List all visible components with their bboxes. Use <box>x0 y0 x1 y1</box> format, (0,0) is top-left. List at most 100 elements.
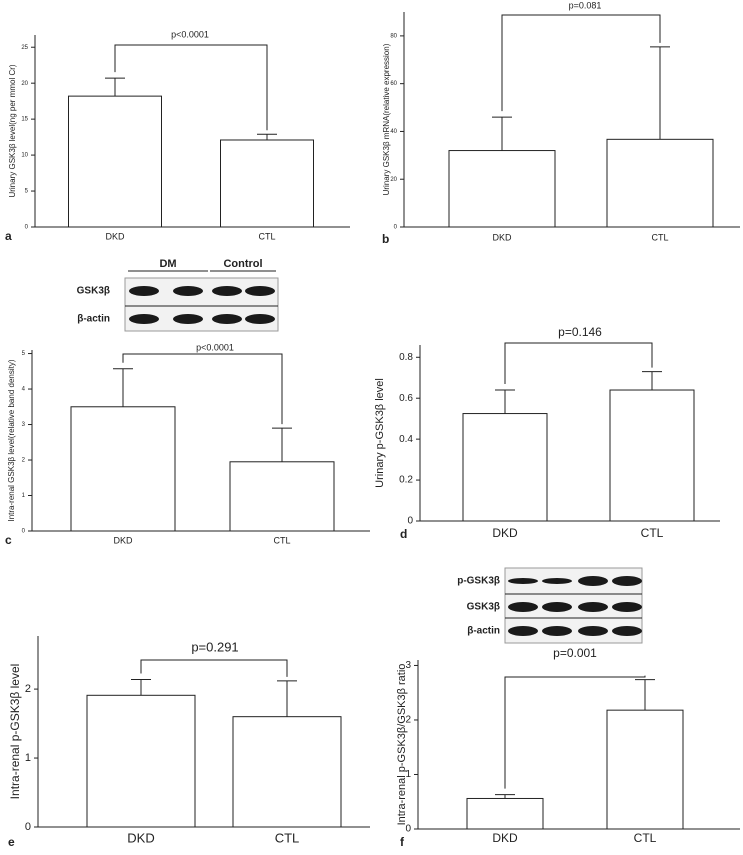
bar <box>606 138 714 228</box>
x-tick-label: CTL <box>651 232 668 242</box>
y-tick-label: 3 <box>22 422 26 428</box>
blot-band <box>212 286 242 296</box>
blot-band <box>542 602 572 612</box>
y-axis-label: Intra-renal p-GSK3β level <box>8 664 22 800</box>
y-tick-label: 3 <box>405 660 411 671</box>
x-tick-label: DKD <box>105 231 125 241</box>
significance-bracket <box>504 675 646 789</box>
blot-band <box>612 626 642 636</box>
y-axis-label: Intra-renal GSK3β level(relative band de… <box>7 359 16 521</box>
bar <box>70 406 176 532</box>
y-tick-label: 5 <box>22 351 26 357</box>
y-tick-label: 0 <box>25 225 29 231</box>
p-value: p=0.001 <box>553 646 597 660</box>
bar <box>220 139 314 228</box>
y-axis-label: Urinary GSK3β mRNA(relative expression) <box>382 43 391 195</box>
blot-band <box>578 626 608 636</box>
y-tick-label: 1 <box>25 752 31 764</box>
significance-bracket <box>114 44 268 131</box>
blot-row-label: β-actin <box>467 626 500 637</box>
y-tick-label: 1 <box>405 769 411 780</box>
blot-band <box>129 286 159 296</box>
panel-letter: a <box>5 229 12 243</box>
blot-band <box>508 602 538 612</box>
p-value: p<0.0001 <box>196 342 234 352</box>
y-tick-label: 0 <box>394 225 398 231</box>
y-axis-label: Urinary p-GSK3β level <box>374 378 386 488</box>
bar <box>462 413 548 522</box>
p-value: p=0.081 <box>569 0 602 10</box>
panel-letter: c <box>5 533 12 547</box>
x-tick-label: DKD <box>492 831 518 845</box>
y-tick-label: 60 <box>390 81 397 87</box>
bar <box>229 461 335 532</box>
y-tick-label: 4 <box>22 387 26 393</box>
blot-band <box>129 314 159 324</box>
p-value: p=0.146 <box>558 325 602 339</box>
blot-band <box>173 286 203 296</box>
bar <box>232 716 342 828</box>
bar <box>86 694 196 828</box>
blot-band <box>612 602 642 612</box>
x-tick-label: CTL <box>275 830 300 845</box>
blot-band <box>245 314 275 324</box>
y-tick-label: 0.6 <box>399 393 413 404</box>
blot-group-label: Control <box>223 258 262 270</box>
y-tick-label: 0.2 <box>399 475 413 486</box>
blot-band <box>508 578 538 584</box>
x-tick-label: DKD <box>492 232 512 242</box>
blot-band <box>578 576 608 586</box>
blot-band <box>173 314 203 324</box>
blot-band <box>578 602 608 612</box>
blot-row-label: p-GSK3β <box>457 576 500 587</box>
significance-bracket <box>140 659 288 677</box>
blot-band <box>508 626 538 636</box>
blot-row-label: GSK3β <box>467 602 500 613</box>
y-tick-label: 25 <box>21 45 28 51</box>
bar <box>448 150 556 228</box>
p-value: p=0.291 <box>191 639 238 654</box>
y-tick-label: 0 <box>25 821 31 833</box>
y-tick-label: 2 <box>25 683 31 695</box>
y-tick-label: 2 <box>405 715 411 726</box>
y-tick-label: 0 <box>405 824 411 835</box>
y-tick-label: 1 <box>22 493 26 499</box>
x-tick-label: CTL <box>634 831 657 845</box>
y-tick-label: 0.8 <box>399 352 413 363</box>
significance-bracket <box>501 14 661 112</box>
y-tick-label: 0.4 <box>399 434 413 445</box>
y-tick-label: 80 <box>390 33 397 39</box>
blot-band <box>245 286 275 296</box>
x-tick-label: DKD <box>113 535 133 545</box>
x-tick-label: CTL <box>258 231 275 241</box>
y-tick-label: 0 <box>22 529 26 535</box>
y-tick-label: 20 <box>390 177 397 183</box>
blot-band <box>612 576 642 586</box>
bar <box>466 797 544 830</box>
bar <box>609 389 695 522</box>
blot-row-label: β-actin <box>77 314 110 325</box>
blot-band <box>542 578 572 584</box>
panel-letter: e <box>8 835 15 849</box>
x-tick-label: DKD <box>127 830 154 845</box>
x-tick-label: DKD <box>492 526 518 540</box>
blot-band <box>212 314 242 324</box>
y-tick-label: 5 <box>25 189 29 195</box>
bar <box>68 95 162 228</box>
panel-letter: f <box>400 835 405 849</box>
y-axis-label: Urinary GSK3β level(ng per mmol Cr) <box>8 64 17 197</box>
y-tick-label: 2 <box>22 458 26 464</box>
panel-letter: b <box>382 232 389 246</box>
y-tick-label: 20 <box>21 81 28 87</box>
blot-row-label: GSK3β <box>77 286 110 297</box>
bar <box>606 709 684 830</box>
panel-letter: d <box>400 527 407 541</box>
y-tick-label: 10 <box>21 153 28 159</box>
blot-band <box>542 626 572 636</box>
y-tick-label: 0 <box>407 516 413 527</box>
p-value: p<0.0001 <box>171 29 209 39</box>
x-tick-label: CTL <box>273 535 290 545</box>
x-tick-label: CTL <box>641 526 664 540</box>
significance-bracket <box>504 342 653 385</box>
